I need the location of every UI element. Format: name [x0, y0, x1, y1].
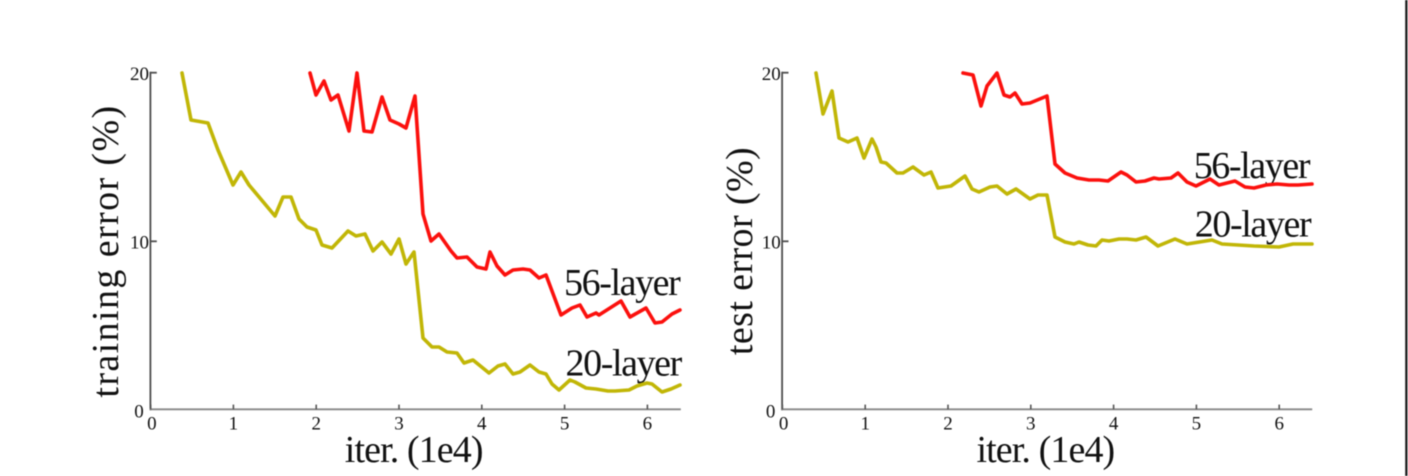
svg-text:0: 0 — [766, 401, 776, 422]
svg-text:3: 3 — [1026, 414, 1036, 435]
svg-text:10: 10 — [762, 233, 781, 254]
svg-text:0: 0 — [779, 414, 789, 435]
svg-text:test error (%): test error (%) — [719, 147, 761, 355]
svg-text:iter. (1e4): iter. (1e4) — [976, 429, 1114, 471]
svg-text:0: 0 — [134, 401, 144, 422]
svg-text:1: 1 — [229, 414, 239, 435]
svg-text:0: 0 — [147, 414, 157, 435]
svg-text:6: 6 — [1274, 414, 1284, 435]
svg-text:4: 4 — [1109, 414, 1119, 435]
svg-text:56-layer: 56-layer — [564, 262, 681, 304]
svg-text:10: 10 — [130, 233, 149, 254]
svg-text:20: 20 — [762, 64, 781, 85]
svg-text:6: 6 — [643, 414, 653, 435]
svg-text:training error (%): training error (%) — [85, 104, 127, 397]
svg-text:5: 5 — [1192, 414, 1202, 435]
svg-text:4: 4 — [477, 414, 487, 435]
svg-text:20-layer: 20-layer — [1195, 204, 1312, 246]
svg-text:2: 2 — [943, 414, 953, 435]
svg-text:5: 5 — [560, 414, 570, 435]
svg-text:iter. (1e4): iter. (1e4) — [345, 429, 483, 471]
svg-text:20-layer: 20-layer — [566, 343, 683, 385]
svg-text:20: 20 — [130, 64, 149, 85]
svg-text:1: 1 — [860, 414, 870, 435]
svg-text:3: 3 — [394, 414, 404, 435]
svg-text:2: 2 — [311, 414, 321, 435]
